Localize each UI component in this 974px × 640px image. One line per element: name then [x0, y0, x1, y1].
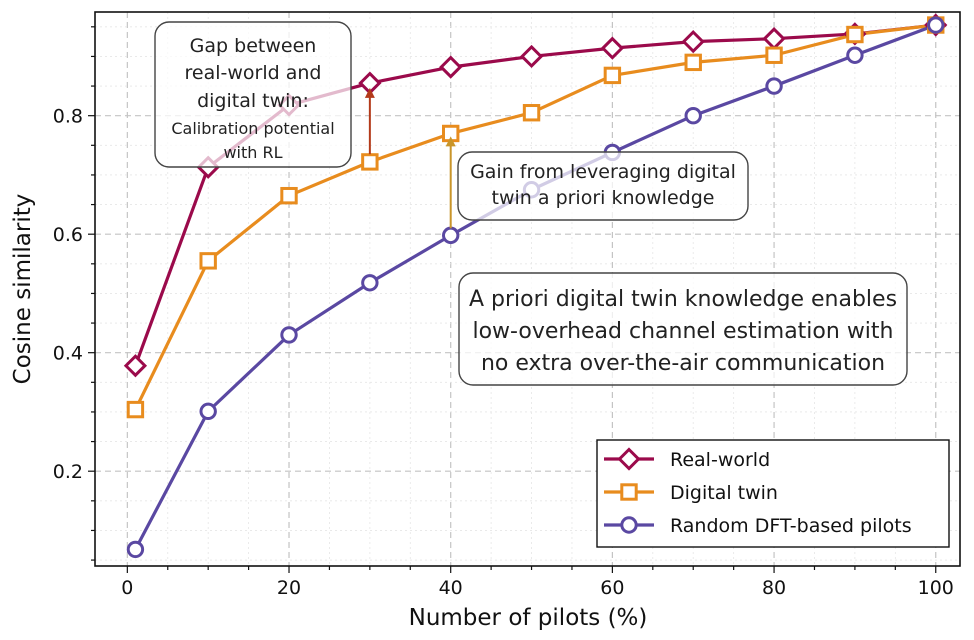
data-point-series-1 — [199, 252, 217, 270]
legend-label-2: Random DFT-based pilots — [670, 515, 912, 537]
data-point-series-2 — [684, 106, 702, 125]
y-tick-label: 0.6 — [53, 224, 83, 246]
legend: Real-world Digital twin Random DFT-based p… — [596, 439, 950, 548]
legend-marker-0 — [617, 447, 641, 471]
annotation-gap-text: Gap between — [190, 35, 317, 57]
annotation-note-box — [458, 272, 908, 386]
ticks: 0 20 40 60 80 100 0.2 0.4 0.6 0.8 — [53, 26, 954, 599]
plot-frame — [94, 11, 961, 567]
data-point-series-2 — [280, 326, 298, 344]
data-point-series-2 — [361, 274, 379, 292]
legend-marker-1 — [620, 483, 638, 501]
data-point-series-0 — [681, 30, 705, 54]
annotation-gain-text: twin a priori knowledge — [492, 187, 715, 209]
data-point-series-1 — [603, 66, 622, 85]
annotation-gap-text: real-world and — [185, 62, 322, 84]
legend-box — [596, 439, 950, 548]
data-point-series-0 — [519, 44, 544, 69]
y-tick-label: 0.8 — [53, 106, 83, 128]
x-tick-label: 100 — [918, 577, 954, 599]
annotation-gap-box — [154, 21, 352, 168]
x-tick-label: 60 — [600, 577, 624, 599]
data-point-series-1 — [765, 46, 783, 64]
data-point-series-2 — [126, 540, 145, 559]
data-point-series-0 — [762, 27, 786, 51]
legend-label-0: Real-world — [670, 449, 770, 471]
data-point-series-2 — [199, 402, 217, 421]
data-point-series-0 — [123, 354, 148, 378]
data-point-series-0 — [439, 55, 463, 79]
data-point-series-0 — [600, 36, 625, 60]
data-point-series-1 — [361, 153, 379, 171]
x-tick-label: 0 — [121, 577, 133, 599]
y-tick-label: 0.2 — [53, 461, 83, 483]
annotation-gap-text: digital twin: — [197, 90, 309, 112]
data-point-series-2 — [846, 46, 864, 64]
annotation-note-text: no extra over-the-air communication — [481, 351, 885, 376]
annotation-note-text: A priori digital twin knowledge enables — [469, 287, 897, 312]
series-markers — [123, 13, 948, 559]
x-axis-title: Number of pilots (%) — [409, 605, 648, 631]
data-point-series-1 — [522, 104, 541, 122]
data-point-series-1 — [846, 25, 864, 44]
annotations: Gap between real-world and digital twin: Ca… — [154, 21, 908, 386]
y-tick-label: 0.4 — [53, 343, 83, 365]
data-point-series-2 — [442, 226, 460, 245]
annotation-note-text: low-overhead channel estimation with — [472, 319, 893, 344]
annotation-gain-arrow-head — [445, 136, 456, 147]
annotation-gap-text: Calibration potential — [171, 119, 334, 138]
data-point-series-1 — [280, 186, 298, 205]
x-tick-label: 20 — [277, 577, 301, 599]
axes-frame — [94, 11, 961, 567]
data-point-series-1 — [126, 400, 145, 419]
annotation-gain-box — [457, 151, 749, 221]
x-tick-label: 40 — [439, 577, 463, 599]
x-tick-label: 80 — [762, 577, 786, 599]
annotation-gain-text: Gain from leveraging digital — [470, 161, 736, 183]
data-point-series-1 — [684, 53, 702, 72]
y-axis-title: Cosine similarity — [10, 194, 36, 385]
data-point-series-2 — [765, 77, 783, 95]
annotation-gap-arrow-head — [364, 87, 375, 98]
legend-marker-2 — [620, 516, 638, 534]
data-point-series-2 — [927, 16, 945, 34]
legend-label-1: Digital twin — [670, 482, 778, 504]
annotation-gap-text: with RL — [223, 143, 282, 162]
